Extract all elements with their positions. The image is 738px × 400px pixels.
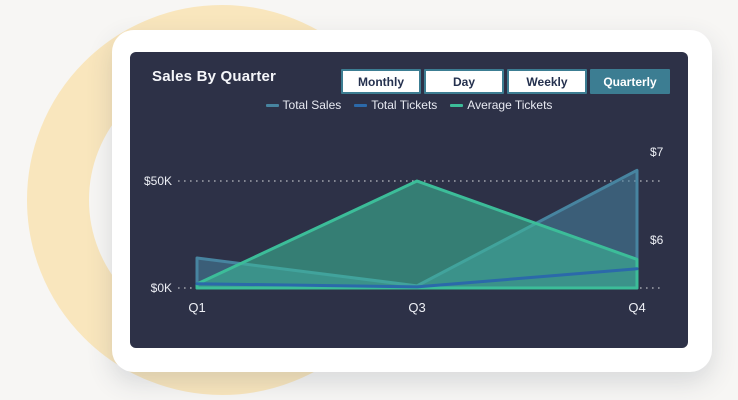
legend-item-total-sales[interactable]: Total Sales — [265, 98, 342, 112]
legend-dash-icon — [354, 103, 368, 107]
page-title: Sales By Quarter — [152, 68, 277, 85]
legend-item-average-tickets[interactable]: Average Tickets — [450, 98, 552, 112]
legend-label: Average Tickets — [467, 98, 553, 112]
period-tab-group: Monthly Day Weekly Quarterly — [341, 69, 670, 94]
tab-quarterly[interactable]: Quarterly — [590, 69, 670, 94]
x-axis-tick: Q3 — [408, 300, 425, 315]
series-line-total-tickets — [195, 267, 639, 289]
tab-weekly[interactable]: Weekly — [507, 69, 587, 94]
series-area-average-tickets — [195, 179, 639, 290]
chart-legend: Total Sales Total Tickets Average Tickets — [130, 98, 688, 112]
tab-day[interactable]: Day — [424, 69, 504, 94]
right-axis-tick: $7 — [650, 145, 664, 159]
legend-label: Total Tickets — [371, 98, 438, 112]
tab-monthly[interactable]: Monthly — [341, 69, 421, 94]
chart-card: Sales By Quarter Monthly Day Weekly Quarter… — [112, 30, 712, 372]
sales-area-chart: $50K $0K $7 $6 Q1 Q3 Q4 — [144, 145, 664, 315]
x-axis-tick: Q4 — [628, 300, 645, 315]
left-axis-tick: $50K — [144, 174, 172, 188]
legend-label: Total Sales — [282, 98, 342, 112]
chart-panel: Sales By Quarter Monthly Day Weekly Quarter… — [130, 52, 688, 348]
left-axis-tick: $0K — [151, 281, 172, 295]
right-axis-tick: $6 — [650, 233, 664, 247]
legend-dash-icon — [265, 103, 279, 107]
x-axis-tick: Q1 — [188, 300, 205, 315]
legend-item-total-tickets[interactable]: Total Tickets — [354, 98, 437, 112]
legend-dash-icon — [450, 103, 464, 107]
